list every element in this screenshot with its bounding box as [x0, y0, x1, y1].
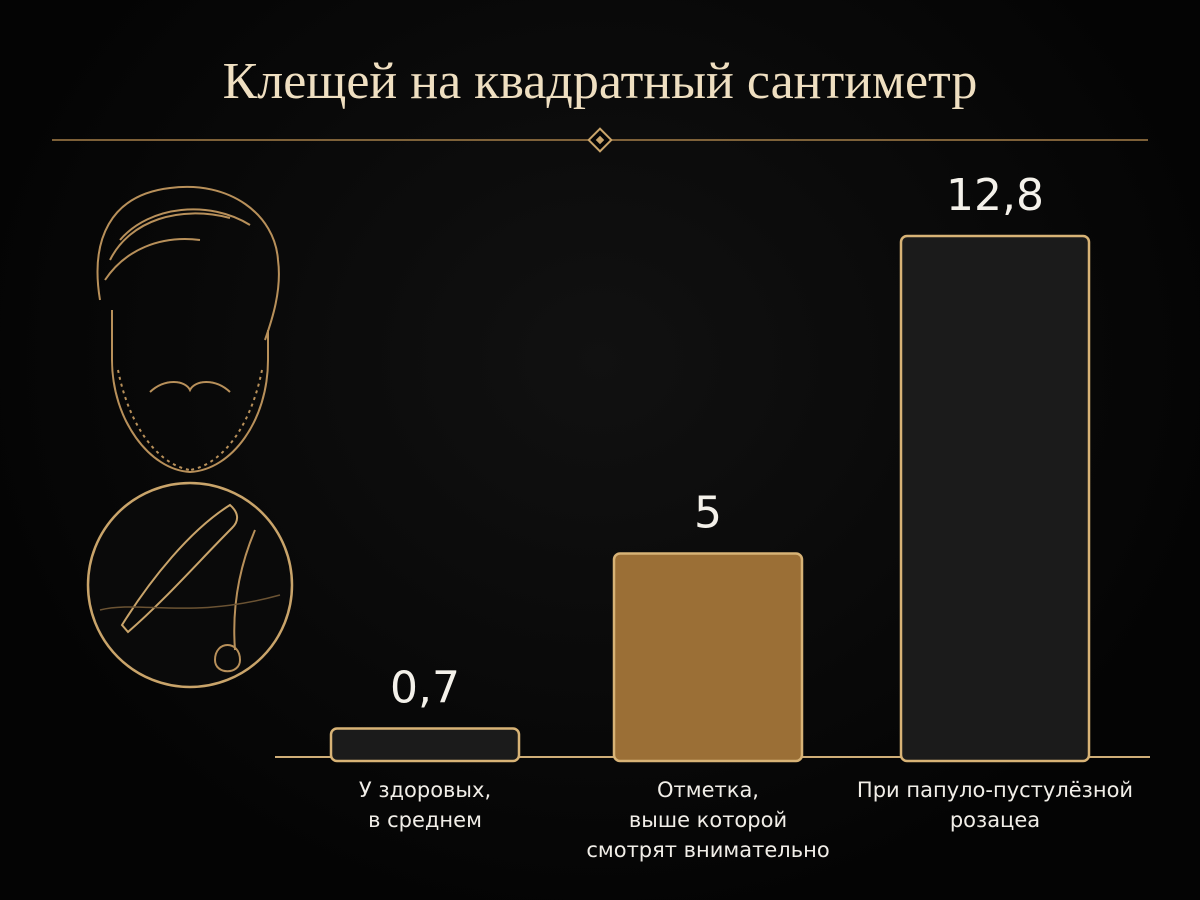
x-tick-label: При папуло-пустулёзной розацеа [856, 778, 1134, 832]
x-tick-label: Отметка, выше которой смотрят внимательн… [586, 778, 830, 862]
x-tick-label: У здоровых, в среднем [358, 778, 492, 832]
bar [329, 727, 521, 763]
mite-illustration [86, 481, 294, 689]
value-label: 12,8 [946, 170, 1044, 221]
chart-title: Клещей на квадратный сантиметр [223, 53, 978, 110]
bar [899, 234, 1091, 763]
beard-illustration [96, 185, 280, 474]
value-label: 0,7 [390, 663, 460, 714]
value-label: 5 [694, 487, 722, 538]
bar [612, 552, 804, 763]
